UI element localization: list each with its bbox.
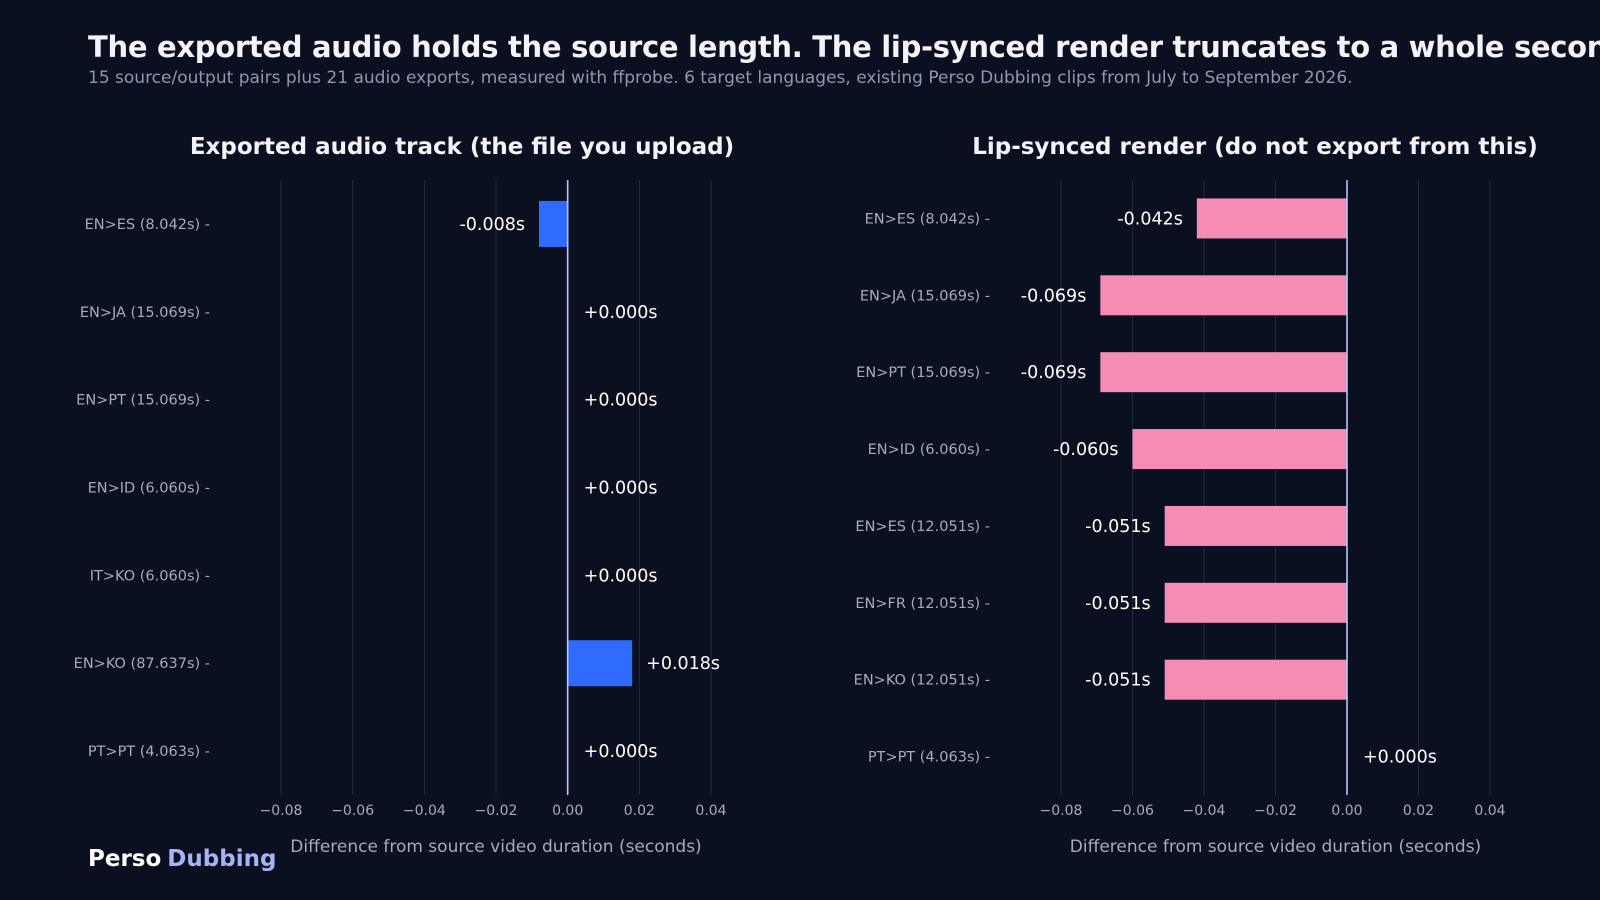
category-label: EN>JA (15.069s) - xyxy=(860,288,990,304)
x-tick-label: −0.08 xyxy=(260,803,303,819)
data-label: +0.018s xyxy=(646,654,720,674)
x-tick-label: 0.02 xyxy=(1403,803,1434,819)
panel-2: Lip-synced render (do not export from th… xyxy=(854,134,1538,857)
category-label: EN>JA (15.069s) - xyxy=(80,305,210,321)
data-label: -0.051s xyxy=(1085,517,1151,537)
data-label: +0.000s xyxy=(584,566,658,586)
brand-logo: Perso Dubbing xyxy=(88,846,276,872)
bar xyxy=(1164,582,1347,623)
brand-part1: Perso xyxy=(88,846,162,872)
data-label: -0.069s xyxy=(1021,363,1087,383)
category-label: EN>ID (6.060s) - xyxy=(88,481,210,497)
x-tick-label: 0.00 xyxy=(1331,803,1362,819)
category-label: EN>KO (87.637s) - xyxy=(74,656,210,672)
chart-title: The exported audio holds the source leng… xyxy=(88,30,1600,64)
bar xyxy=(1100,275,1347,316)
category-label: EN>ID (6.060s) - xyxy=(868,442,990,458)
data-label: -0.051s xyxy=(1085,671,1151,691)
x-tick-label: −0.02 xyxy=(475,803,518,819)
data-label: -0.042s xyxy=(1117,209,1183,229)
category-label: PT>PT (4.063s) - xyxy=(88,744,210,760)
x-tick-label: −0.06 xyxy=(1111,803,1154,819)
data-label: -0.069s xyxy=(1021,286,1087,306)
bar xyxy=(1100,352,1347,393)
x-tick-label: 0.00 xyxy=(552,803,583,819)
category-label: EN>PT (15.069s) - xyxy=(76,393,210,409)
panel-1: Exported audio track (the file you uploa… xyxy=(74,134,734,857)
x-tick-label: −0.04 xyxy=(1183,803,1226,819)
x-tick-label: −0.08 xyxy=(1040,803,1083,819)
bar xyxy=(1196,198,1347,239)
x-axis-label: Difference from source video duration (s… xyxy=(290,837,701,857)
bar xyxy=(1132,429,1347,470)
data-label: +0.000s xyxy=(584,303,658,323)
data-label: -0.051s xyxy=(1085,594,1151,614)
panel-title: Exported audio track (the file you uploa… xyxy=(190,134,734,160)
data-label: -0.008s xyxy=(459,215,525,235)
x-tick-label: 0.02 xyxy=(624,803,655,819)
x-tick-label: −0.06 xyxy=(331,803,374,819)
panel-title: Lip-synced render (do not export from th… xyxy=(972,134,1538,160)
category-label: EN>PT (15.069s) - xyxy=(856,365,990,381)
category-label: EN>FR (12.051s) - xyxy=(855,596,990,612)
bar xyxy=(1164,505,1347,546)
data-label: +0.000s xyxy=(584,391,658,411)
x-tick-label: −0.04 xyxy=(403,803,446,819)
bar xyxy=(567,640,633,687)
bar xyxy=(539,200,568,247)
category-label: EN>ES (8.042s) - xyxy=(865,211,990,227)
x-axis-label: Difference from source video duration (s… xyxy=(1070,837,1481,857)
chart-subtitle: 15 source/output pairs plus 21 audio exp… xyxy=(88,68,1353,88)
data-label: -0.060s xyxy=(1053,440,1119,460)
data-label: +0.000s xyxy=(584,479,658,499)
data-label: +0.000s xyxy=(1363,748,1437,768)
x-tick-label: 0.04 xyxy=(1474,803,1505,819)
category-label: EN>KO (12.051s) - xyxy=(854,673,990,689)
category-label: EN>ES (12.051s) - xyxy=(855,519,990,535)
category-label: PT>PT (4.063s) - xyxy=(868,750,990,766)
data-label: +0.000s xyxy=(584,742,658,762)
bar xyxy=(1164,659,1347,700)
x-tick-label: 0.04 xyxy=(695,803,726,819)
category-label: EN>ES (8.042s) - xyxy=(85,217,210,233)
category-label: IT>KO (6.060s) - xyxy=(90,568,210,584)
x-tick-label: −0.02 xyxy=(1254,803,1297,819)
brand-part2: Dubbing xyxy=(167,846,277,872)
